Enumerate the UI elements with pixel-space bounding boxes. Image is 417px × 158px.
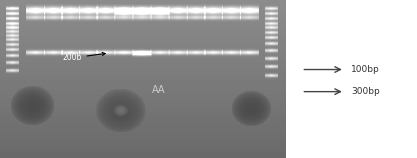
Text: AA: AA bbox=[152, 85, 165, 95]
Text: 300bp: 300bp bbox=[351, 87, 380, 96]
Text: 100bp: 100bp bbox=[351, 65, 380, 74]
Text: 200b: 200b bbox=[62, 52, 105, 63]
